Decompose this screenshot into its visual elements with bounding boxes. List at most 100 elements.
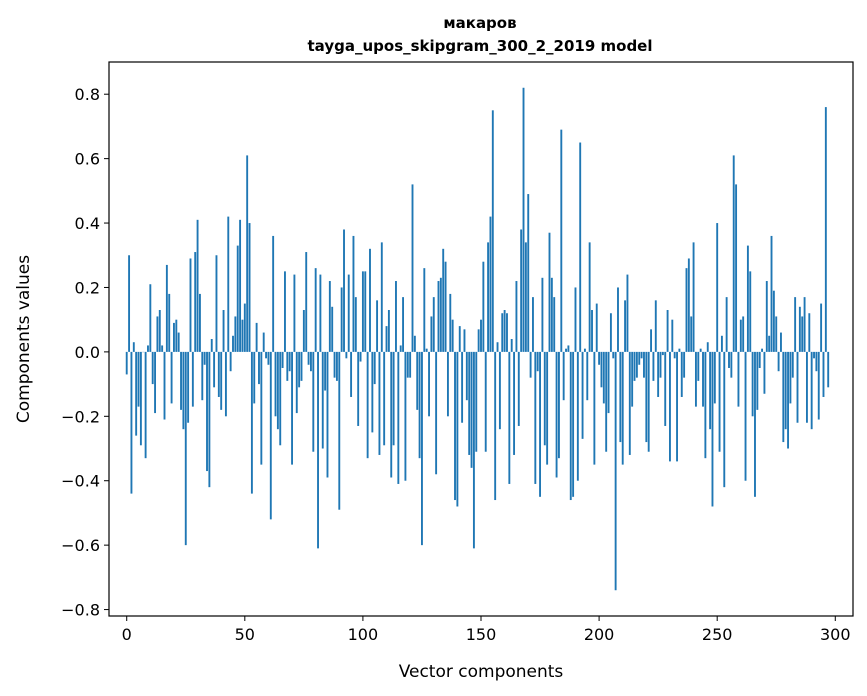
bar — [314, 268, 317, 352]
bar — [732, 155, 735, 352]
bar — [609, 313, 612, 352]
bar — [770, 235, 773, 352]
bar — [137, 351, 140, 407]
bar — [385, 326, 388, 352]
bar — [383, 351, 386, 446]
bar — [161, 345, 164, 352]
bar — [359, 351, 362, 362]
bar — [326, 351, 329, 478]
bar — [201, 351, 204, 401]
bar — [208, 351, 211, 488]
bar — [276, 351, 279, 430]
bar — [444, 261, 447, 352]
bar — [253, 351, 256, 404]
bar — [196, 219, 199, 352]
bar — [191, 351, 194, 407]
x-tick-label: 100 — [348, 625, 379, 644]
bar — [574, 287, 577, 352]
bar — [265, 351, 268, 359]
bar — [756, 351, 759, 410]
bar — [184, 351, 187, 546]
bar — [451, 319, 454, 352]
bar — [366, 351, 369, 459]
bar — [487, 242, 490, 352]
bar — [638, 351, 641, 365]
bar — [567, 345, 570, 352]
bar — [154, 351, 157, 414]
bar — [510, 339, 513, 352]
plot-frame — [108, 61, 854, 617]
bar — [236, 245, 239, 352]
bar — [222, 310, 225, 352]
bar — [650, 329, 653, 352]
bar — [716, 223, 719, 352]
bar — [775, 316, 778, 352]
bar — [626, 274, 629, 352]
y-tick-label: 0.2 — [75, 278, 100, 297]
bar — [173, 322, 175, 352]
bar — [628, 351, 631, 455]
y-tick-label: 0.8 — [75, 85, 100, 104]
bar — [156, 316, 159, 352]
bar — [454, 351, 456, 501]
bar — [470, 351, 473, 468]
bar — [730, 351, 733, 378]
bar — [248, 223, 251, 352]
bar — [810, 351, 813, 430]
bar — [600, 351, 603, 388]
bar — [250, 351, 253, 494]
bar — [612, 351, 615, 359]
bar — [524, 242, 527, 352]
bar — [702, 351, 704, 407]
bar — [307, 351, 310, 365]
bar — [798, 306, 801, 352]
bar — [553, 297, 556, 352]
bar — [782, 351, 785, 443]
bar — [713, 351, 716, 404]
bar — [125, 351, 128, 375]
bar — [768, 335, 771, 352]
bar — [475, 351, 478, 452]
bar — [151, 351, 154, 385]
bar — [189, 258, 192, 352]
bar — [168, 293, 171, 352]
bar — [794, 297, 797, 352]
x-axis: 0 50 100 150 200 250 300 — [122, 616, 851, 644]
bar — [565, 348, 567, 352]
bar — [395, 281, 397, 352]
bar — [409, 351, 412, 378]
bar — [720, 335, 723, 352]
bar — [824, 107, 827, 352]
bar — [163, 351, 166, 420]
bar — [260, 351, 263, 465]
bar — [652, 351, 655, 381]
bar — [309, 351, 312, 372]
bar — [180, 351, 182, 410]
x-tick-label: 200 — [584, 625, 615, 644]
bar — [560, 129, 563, 352]
bar — [284, 271, 286, 352]
bar — [194, 252, 197, 352]
y-tick-label: −0.4 — [61, 472, 100, 491]
bar — [617, 287, 619, 352]
bar — [421, 351, 423, 546]
y-tick-label: −0.6 — [61, 536, 100, 555]
x-tick-label: 300 — [820, 625, 851, 644]
bar — [132, 342, 135, 352]
bar — [669, 351, 671, 462]
bar — [678, 348, 681, 352]
bar — [435, 351, 438, 475]
bar — [321, 351, 324, 449]
bar — [739, 319, 742, 352]
bar — [130, 351, 133, 494]
bar — [692, 242, 695, 352]
bar — [418, 351, 421, 459]
bar — [803, 297, 806, 352]
bar — [614, 351, 617, 591]
bar — [711, 351, 714, 507]
bar — [319, 274, 322, 352]
bar — [404, 351, 407, 481]
bar — [555, 351, 558, 478]
bar — [428, 351, 430, 417]
bar — [784, 351, 787, 430]
